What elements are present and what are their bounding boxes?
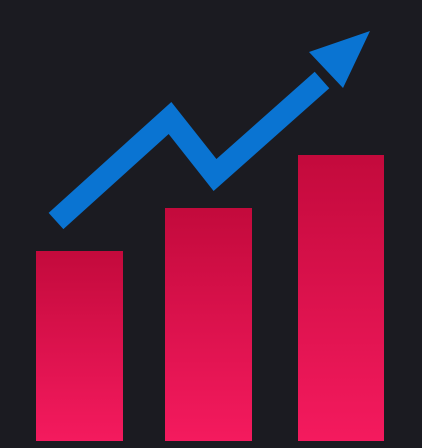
trend-arrow-head [309,31,370,88]
bar-2 [165,208,252,441]
bar-group [36,155,384,441]
trend-arrow-icon [48,31,370,230]
bar-3 [298,155,384,441]
bar-1 [36,251,123,441]
trend-arrow-line [48,71,330,230]
